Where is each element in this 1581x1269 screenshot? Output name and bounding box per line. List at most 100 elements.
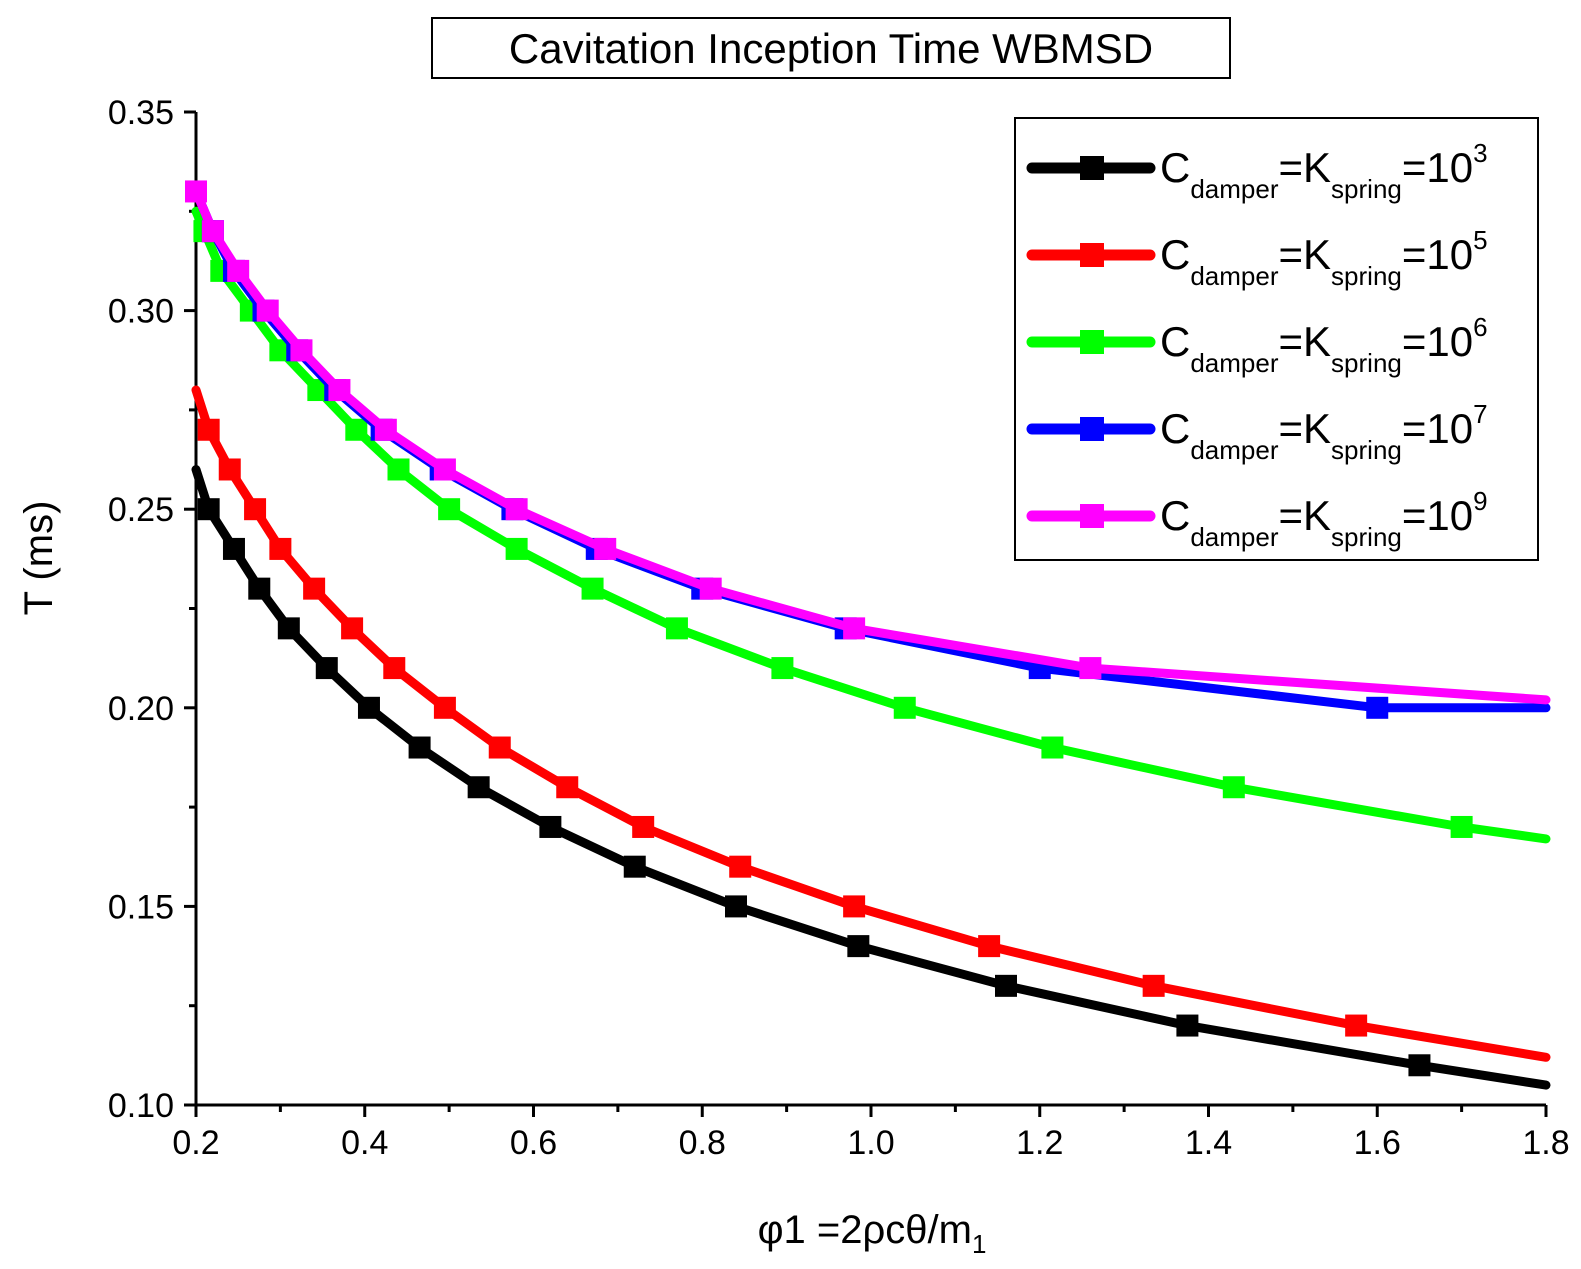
y-tick-label: 0.30 (108, 293, 174, 331)
legend: Cdamper=Kspring=103 Cdamper=Kspring=105 Cd… (1014, 117, 1539, 561)
data-point (632, 815, 655, 838)
data-point (665, 617, 688, 640)
series-1 (191, 385, 1551, 1062)
legend-items: Cdamper=Kspring=103 Cdamper=Kspring=105 Cd… (1026, 138, 1488, 552)
data-point (222, 537, 245, 560)
data-point (978, 935, 1001, 958)
legend-label: Cdamper=Kspring=109 (1160, 486, 1488, 552)
data-point (433, 458, 456, 481)
data-point (847, 935, 870, 958)
data-point (438, 498, 461, 521)
data-point (505, 537, 528, 560)
data-point (269, 339, 292, 362)
data-point (328, 379, 351, 402)
data-point (269, 537, 292, 560)
legend-marker-swatch (1080, 156, 1104, 180)
legend-item: Cdamper=Kspring=103 (1026, 138, 1488, 204)
data-point (771, 657, 794, 680)
data-point (1408, 1054, 1431, 1077)
data-point (995, 974, 1017, 997)
legend-item: Cdamper=Kspring=106 (1026, 312, 1488, 378)
series-2 (191, 206, 1551, 844)
legend-item: Cdamper=Kspring=109 (1026, 486, 1488, 552)
data-point (197, 418, 220, 441)
legend-label: Cdamper=Kspring=107 (1160, 399, 1488, 465)
data-point (374, 418, 397, 441)
data-point (725, 895, 747, 918)
data-point (303, 577, 326, 600)
y-tick-label: 0.10 (108, 1087, 174, 1125)
x-tick-label: 0.6 (510, 1124, 557, 1162)
title-box (431, 17, 1231, 79)
legend-label: Cdamper=Kspring=105 (1160, 225, 1488, 291)
data-point (1041, 736, 1064, 759)
data-point (623, 855, 646, 878)
data-point (699, 577, 722, 600)
y-ticks: 0.10 0.15 0.20 0.25 0.30 0.35 (108, 94, 196, 1125)
y-tick-label: 0.20 (108, 690, 174, 728)
data-point (357, 696, 380, 719)
data-point (248, 577, 271, 600)
data-point (387, 458, 410, 481)
data-point (227, 259, 250, 282)
data-point (729, 855, 752, 878)
data-point (843, 895, 866, 918)
x-tick-label: 0.4 (341, 1124, 388, 1162)
series-layer (185, 180, 1551, 1090)
y-axis-label: T (ms) (17, 501, 61, 616)
x-ticks: 0.2 0.4 0.6 0.8 1.0 1.2 1.4 1.6 1.8 (172, 1105, 1570, 1162)
data-point (244, 498, 267, 521)
data-point (1366, 696, 1389, 719)
x-tick-label: 1.6 (1354, 1124, 1401, 1162)
data-point (408, 736, 431, 759)
data-point (201, 220, 224, 243)
data-point (341, 617, 364, 640)
data-point (1079, 657, 1102, 680)
data-point (581, 577, 604, 600)
data-point (277, 617, 300, 640)
data-point (539, 815, 562, 838)
chart-title: Cavitation Inception Time WBMSD (509, 25, 1153, 72)
legend-item: Cdamper=Kspring=105 (1026, 225, 1488, 291)
data-point (383, 657, 406, 680)
data-point (556, 776, 579, 799)
data-point (505, 498, 528, 521)
title-group: Cavitation Inception Time WBMSD (431, 17, 1231, 79)
data-point (1345, 1014, 1368, 1037)
data-point (843, 617, 866, 640)
data-point (1142, 974, 1165, 997)
data-point (467, 776, 490, 799)
legend-marker-swatch (1080, 417, 1104, 441)
data-point (1450, 815, 1473, 838)
x-tick-label: 1.4 (1185, 1124, 1232, 1162)
legend-marker-swatch (1080, 504, 1104, 528)
series-4 (185, 180, 1551, 705)
data-point (218, 458, 241, 481)
x-tick-label: 1.8 (1522, 1124, 1569, 1162)
data-point (594, 537, 617, 560)
x-tick-label: 0.2 (172, 1124, 219, 1162)
x-tick-label: 1.0 (847, 1124, 894, 1162)
data-point (1222, 776, 1245, 799)
legend-marker-swatch (1080, 330, 1104, 354)
series-0 (191, 465, 1551, 1090)
x-axis-label-subscript: 1 (972, 1229, 986, 1259)
data-point (315, 657, 338, 680)
x-tick-label: 1.2 (1016, 1124, 1063, 1162)
series-line (191, 465, 1551, 1090)
legend-label: Cdamper=Kspring=106 (1160, 312, 1488, 378)
data-point (433, 696, 456, 719)
legend-label: Cdamper=Kspring=103 (1160, 138, 1488, 204)
x-tick-label: 0.8 (679, 1124, 726, 1162)
x-axis-label-main: φ1 =2ρcθ/m (758, 1208, 972, 1252)
data-point (197, 498, 220, 521)
legend-item: Cdamper=Kspring=107 (1026, 399, 1488, 465)
y-tick-label: 0.15 (108, 888, 174, 926)
data-point (290, 339, 313, 362)
data-point (488, 736, 511, 759)
x-axis-label: φ1 =2ρcθ/m1 (758, 1208, 987, 1259)
legend-marker-swatch (1080, 243, 1104, 267)
y-tick-label: 0.35 (108, 94, 174, 132)
data-point (185, 180, 207, 203)
